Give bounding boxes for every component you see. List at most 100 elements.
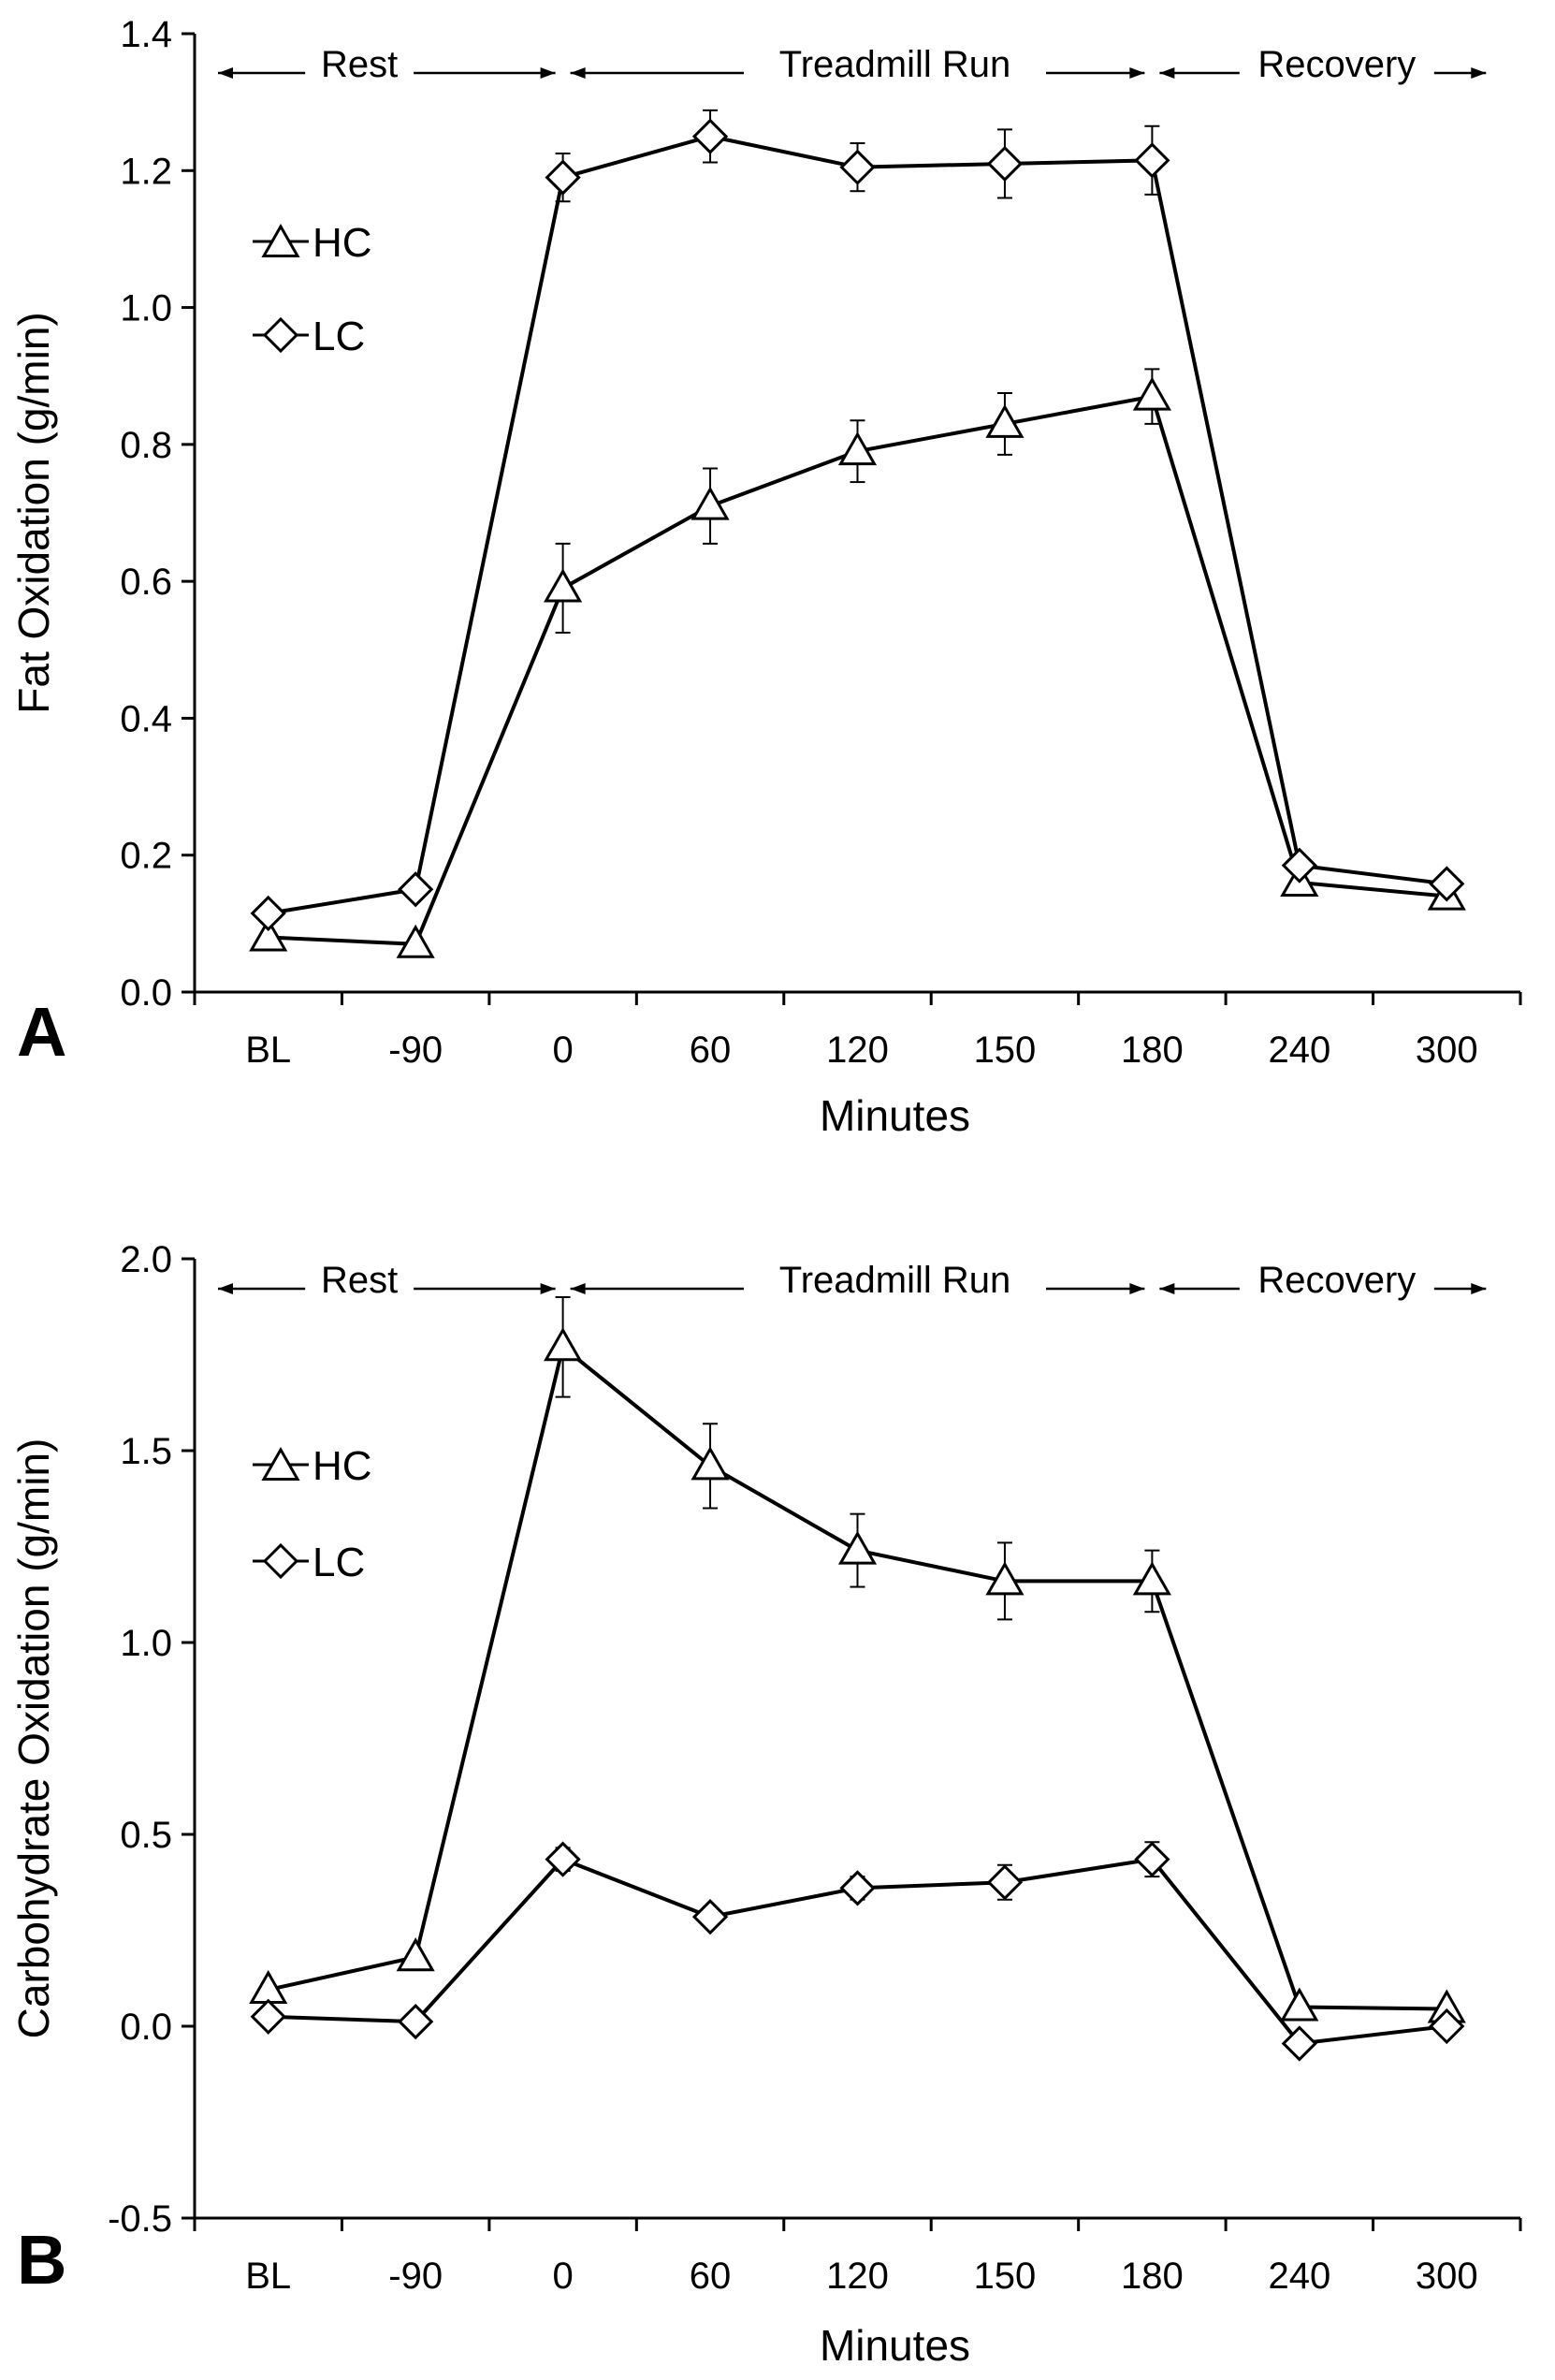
legend-label: LC — [312, 314, 365, 359]
data-point-hc — [690, 1446, 730, 1481]
data-point-hc — [544, 568, 583, 603]
data-point-hc — [396, 924, 435, 958]
phase-label: Rest — [321, 1260, 398, 1301]
data-point-lc — [398, 2003, 434, 2040]
y-tick-label: 0.6 — [120, 562, 172, 603]
x-tick-label: BL — [245, 1029, 291, 1071]
data-point-hc — [985, 403, 1025, 438]
legend-label: HC — [312, 1443, 372, 1489]
data-point-lc — [398, 871, 434, 908]
y-axis-title: Carbohydrate Oxidation (g/min) — [9, 1438, 58, 2039]
data-point-lc — [1281, 2025, 1317, 2062]
y-tick-label: 0.5 — [120, 1815, 172, 1856]
chart-panel-b: -0.5 0.0 0.5 1.0 1.5 2.0 BL -90 0 60 120 150 180 240 3… — [9, 1239, 1522, 2370]
phase-arrow-head — [1471, 1283, 1487, 1294]
x-tick-label: -90 — [388, 2256, 443, 2297]
x-tick-label: 300 — [1416, 2256, 1478, 2297]
legend-marker-hc — [261, 223, 300, 257]
data-point-lc — [545, 159, 581, 196]
y-tick-label: 1.2 — [120, 151, 172, 192]
x-tick-label: 180 — [1121, 1029, 1184, 1071]
data-point-lc — [1281, 847, 1317, 883]
data-point-lc — [691, 1899, 729, 1935]
legend-marker-lc — [262, 1542, 299, 1580]
x-tick-label: 120 — [826, 2256, 889, 2297]
data-point-lc — [250, 895, 286, 932]
data-point-lc — [839, 1870, 876, 1906]
data-point-hc — [837, 431, 878, 466]
data-point-hc — [396, 1937, 435, 1972]
data-point-hc — [1280, 1987, 1319, 2022]
y-tick-label: 0.0 — [120, 972, 172, 1014]
phase-arrow-head — [570, 1283, 586, 1294]
y-tick-label: 0.8 — [120, 425, 172, 466]
y-tick-label: 0.2 — [120, 836, 172, 877]
data-point-lc — [250, 1998, 286, 2035]
y-tick-label: 1.5 — [120, 1431, 172, 1472]
data-point-lc — [1429, 866, 1465, 902]
phase-label: Recovery — [1257, 1260, 1416, 1301]
y-tick-label: 0.0 — [120, 2007, 172, 2048]
data-point-lc — [986, 145, 1024, 183]
phase-arrow-head — [570, 67, 586, 79]
data-point-hc — [1132, 376, 1171, 411]
panel-letter: B — [17, 2221, 66, 2299]
data-point-lc — [986, 1864, 1024, 1901]
legend-marker-hc — [261, 1446, 300, 1481]
y-tick-label: 1.4 — [120, 14, 172, 55]
y-axis-title: Fat Oxidation (g/min) — [9, 312, 58, 713]
x-tick-label: BL — [245, 2256, 291, 2297]
x-tick-label: 180 — [1121, 2256, 1184, 2297]
y-tick-label: 0.4 — [120, 698, 172, 739]
chart-panel-a: 0.0 0.2 0.4 0.6 0.8 1.0 1.2 1.4 BL -90 0 60 120 150 18… — [9, 14, 1522, 1140]
y-tick-label: 2.0 — [120, 1239, 172, 1280]
phase-arrow-head — [218, 1283, 233, 1294]
phase-arrow-head — [1129, 67, 1145, 79]
data-point-hc — [249, 917, 288, 952]
data-point-hc — [985, 1561, 1025, 1596]
data-point-lc — [1134, 142, 1170, 179]
x-axis-title: Minutes — [820, 2321, 970, 2370]
x-tick-label: 0 — [552, 2256, 573, 2297]
data-point-hc — [837, 1530, 878, 1565]
x-tick-label: 60 — [690, 1029, 732, 1071]
data-point-lc — [1134, 1841, 1170, 1877]
data-point-lc — [1429, 2008, 1465, 2045]
x-tick-label: 150 — [974, 2256, 1037, 2297]
phase-label: Rest — [321, 44, 398, 85]
legend-label: LC — [312, 1540, 365, 1585]
x-tick-label: 60 — [690, 2256, 732, 2297]
phase-arrow-head — [1159, 1283, 1175, 1294]
data-point-lc — [545, 1841, 581, 1877]
phase-arrow-head — [218, 67, 233, 79]
panel-letter: A — [17, 993, 66, 1071]
data-point-lc — [691, 118, 729, 154]
x-tick-label: 150 — [974, 1029, 1037, 1071]
x-tick-label: 0 — [552, 1029, 573, 1071]
data-point-hc — [1132, 1561, 1171, 1596]
series-line-lc — [268, 134, 1447, 915]
phase-label: Treadmill Run — [779, 1260, 1010, 1301]
data-point-lc — [839, 149, 876, 185]
phase-arrow-head — [540, 67, 556, 79]
y-tick-label: -0.5 — [108, 2198, 172, 2240]
data-point-hc — [544, 1327, 583, 1362]
x-axis-title: Minutes — [820, 1091, 970, 1140]
y-tick-label: 1.0 — [120, 1623, 172, 1664]
x-tick-label: 240 — [1268, 2256, 1330, 2297]
x-tick-label: -90 — [388, 1029, 443, 1071]
x-tick-label: 240 — [1268, 1029, 1330, 1071]
legend-label: HC — [312, 220, 372, 266]
y-tick-label: 1.0 — [120, 288, 172, 329]
phase-arrow-head — [1129, 1283, 1145, 1294]
x-tick-label: 300 — [1416, 1029, 1478, 1071]
x-tick-label: 120 — [826, 1029, 889, 1071]
legend-marker-lc — [262, 316, 299, 354]
phase-arrow-head — [1471, 67, 1487, 79]
data-point-hc — [690, 486, 730, 520]
phase-label: Recovery — [1257, 44, 1416, 85]
phase-arrow-head — [540, 1283, 556, 1294]
phase-label: Treadmill Run — [779, 44, 1010, 85]
